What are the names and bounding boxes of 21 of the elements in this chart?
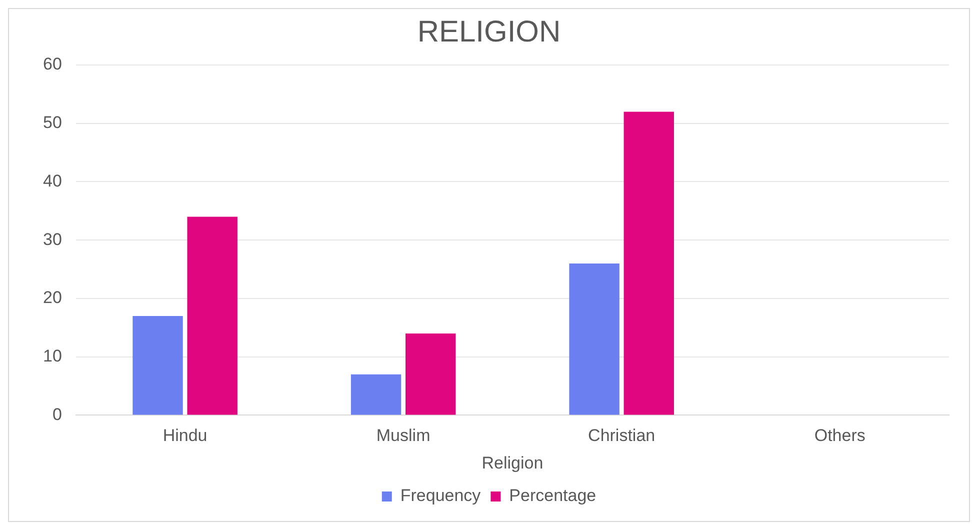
legend-label: Percentage [509, 486, 596, 506]
bar [569, 263, 620, 415]
x-axis-title: Religion [482, 453, 544, 472]
y-tick-label: 20 [42, 288, 62, 308]
y-tick-label: 10 [42, 346, 62, 366]
y-tick-label: 40 [42, 171, 62, 190]
x-tick-label: Christian [588, 426, 656, 446]
x-tick-label: Hindu [162, 426, 208, 446]
y-tick-label: 0 [52, 404, 62, 424]
bar [132, 316, 183, 415]
y-tick-label: 60 [42, 54, 62, 74]
x-tick-label: Muslim [376, 426, 430, 446]
bar [187, 216, 238, 415]
chart-title: RELIGION [417, 15, 561, 48]
x-tick-label: Others [814, 426, 866, 446]
bar [350, 374, 402, 415]
y-tick-label: 50 [42, 113, 62, 132]
y-tick-label: 30 [42, 230, 62, 249]
bar [406, 333, 456, 415]
legend-label: Frequency [400, 486, 482, 506]
bar [624, 112, 674, 415]
